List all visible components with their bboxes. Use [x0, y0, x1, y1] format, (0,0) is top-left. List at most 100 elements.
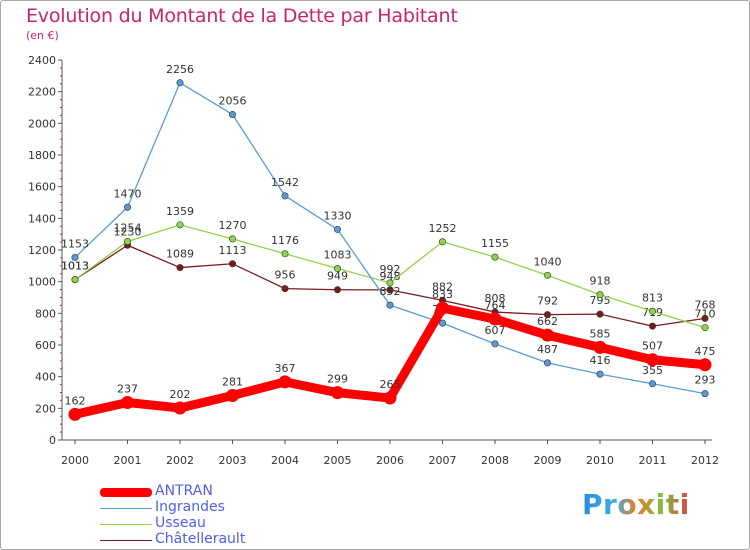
- x-tick-label-2009: 2009: [534, 454, 562, 467]
- data-label-usseau: 1254: [114, 221, 142, 234]
- y-tick-label-600: 600: [35, 339, 56, 352]
- data-label-antran: 764: [485, 299, 506, 312]
- data-label-usseau: 1155: [481, 237, 509, 250]
- data-label-antran: 237: [117, 382, 138, 395]
- data-label-ingrandes: 2056: [219, 94, 247, 107]
- data-point-ch-tellerault: [176, 264, 184, 272]
- y-tick-label-200: 200: [35, 402, 56, 415]
- data-point-ingrandes: [333, 225, 341, 233]
- data-point-antran: [173, 401, 187, 415]
- chart-title: Evolution du Montant de la Dette par Hab…: [26, 5, 458, 27]
- data-point-ingrandes: [701, 390, 709, 398]
- data-point-ingrandes: [124, 203, 132, 211]
- data-point-antran: [383, 391, 397, 405]
- y-tick-label-800: 800: [35, 307, 56, 320]
- data-label-usseau: 1270: [219, 219, 247, 232]
- y-tick-label-1800: 1800: [28, 149, 56, 162]
- data-point-usseau: [124, 237, 132, 245]
- data-point-ch-tellerault: [543, 311, 551, 319]
- data-label-antran: 833: [432, 288, 453, 301]
- data-label-usseau: 1013: [61, 260, 89, 273]
- data-point-usseau: [333, 265, 341, 273]
- legend-label-usseau: Usseau: [155, 515, 206, 531]
- data-point-ch-tellerault: [648, 322, 656, 330]
- data-label-ch-tellerault: 795: [590, 294, 611, 307]
- legend-item-chatellerault: Châtellerault: [100, 531, 360, 548]
- data-point-ch-tellerault: [596, 310, 604, 318]
- data-point-usseau: [386, 279, 394, 287]
- legend-item-antran: ANTRAN: [100, 483, 360, 500]
- data-label-ch-tellerault: 948: [380, 270, 401, 283]
- data-label-ch-tellerault: 1089: [166, 248, 194, 261]
- data-point-antran: [121, 395, 134, 409]
- x-tick-label-2012: 2012: [691, 454, 719, 467]
- chart-subtitle: (en €): [26, 29, 59, 42]
- data-label-antran: 367: [275, 362, 296, 375]
- legend-swatch-chatellerault: [100, 540, 152, 541]
- data-label-ingrandes: 355: [642, 364, 663, 377]
- legend-label-chatellerault: Châtellerault: [155, 531, 246, 547]
- data-label-ch-tellerault: 949: [327, 270, 348, 283]
- data-label-ch-tellerault: 1013: [61, 260, 89, 273]
- data-label-ch-tellerault: 1113: [219, 244, 247, 257]
- data-label-usseau: 918: [590, 275, 611, 288]
- data-point-antran: [278, 375, 292, 389]
- x-tick-label-2008: 2008: [481, 454, 509, 467]
- data-point-usseau: [438, 238, 446, 246]
- data-label-ingrandes: 852: [380, 285, 401, 298]
- data-label-usseau: 1359: [166, 205, 194, 218]
- data-label-usseau: 1176: [271, 234, 299, 247]
- data-label-antran: 475: [695, 345, 716, 358]
- data-point-antran: [68, 407, 82, 421]
- x-tick-label-2010: 2010: [586, 454, 614, 467]
- data-label-ingrandes: 1330: [324, 209, 352, 222]
- data-label-ingrandes: 2256: [166, 63, 194, 76]
- data-label-ingrandes: 1153: [61, 237, 89, 250]
- y-tick-label-2000: 2000: [28, 117, 56, 130]
- data-point-usseau: [701, 324, 709, 332]
- logo-text: Proxiti: [582, 488, 690, 521]
- data-point-ch-tellerault: [333, 286, 341, 294]
- data-label-usseau: 1083: [324, 249, 352, 262]
- x-tick-label-2003: 2003: [219, 454, 247, 467]
- data-point-antran: [331, 386, 344, 400]
- y-tick-label-1400: 1400: [28, 212, 56, 225]
- data-point-ch-tellerault: [386, 286, 394, 294]
- legend-label-antran: ANTRAN: [155, 483, 213, 499]
- data-label-ch-tellerault: 882: [432, 280, 453, 293]
- data-label-antran: 202: [170, 388, 191, 401]
- data-label-ingrandes: 416: [590, 354, 611, 367]
- data-point-ingrandes: [176, 79, 184, 87]
- legend-item-usseau: Usseau: [100, 515, 360, 532]
- data-point-usseau: [71, 276, 79, 284]
- data-label-usseau: 1252: [429, 222, 457, 235]
- data-point-ingrandes: [543, 359, 551, 367]
- y-tick-label-2400: 2400: [28, 54, 56, 67]
- data-label-ingrandes: 1470: [114, 187, 142, 200]
- data-label-usseau: 1040: [534, 255, 562, 268]
- data-point-antran: [541, 328, 554, 342]
- x-tick-label-2007: 2007: [429, 454, 457, 467]
- data-point-ingrandes: [281, 192, 289, 200]
- chart-legend: ANTRAN Ingrandes Usseau Châtellerault: [100, 483, 360, 548]
- data-label-ingrandes: 293: [695, 374, 716, 387]
- data-label-ch-tellerault: 1230: [114, 225, 142, 238]
- data-label-antran: 585: [590, 327, 611, 340]
- legend-swatch-usseau: [100, 524, 152, 525]
- data-label-antran: 162: [65, 394, 86, 407]
- x-tick-label-2011: 2011: [639, 454, 667, 467]
- legend-label-ingrandes: Ingrandes: [155, 499, 225, 515]
- data-point-ch-tellerault: [229, 260, 237, 268]
- data-point-ch-tellerault: [281, 285, 289, 293]
- data-label-ch-tellerault: 792: [537, 295, 558, 308]
- data-point-antran: [646, 353, 659, 367]
- y-tick-label-2200: 2200: [28, 86, 56, 99]
- data-label-antran: 299: [327, 373, 348, 386]
- y-tick-label-0: 0: [49, 434, 56, 447]
- data-label-antran: 507: [642, 340, 663, 353]
- y-tick-label-400: 400: [35, 371, 56, 384]
- data-point-usseau: [491, 253, 499, 261]
- data-point-usseau: [543, 271, 551, 279]
- data-point-usseau: [648, 307, 656, 315]
